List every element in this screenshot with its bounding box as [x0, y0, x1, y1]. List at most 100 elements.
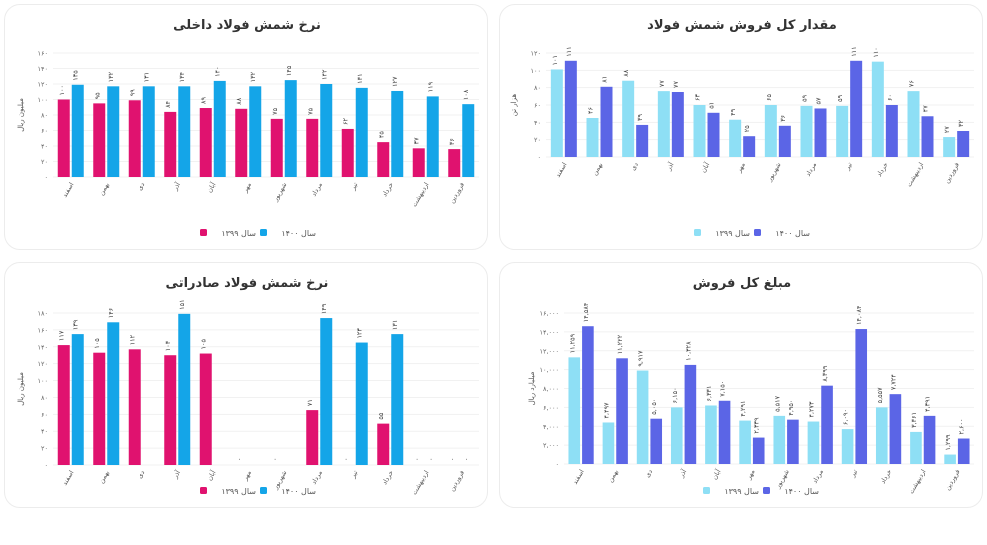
bar-series-1: [377, 424, 389, 465]
y-tick-label: ۲۰: [41, 445, 48, 453]
bar-series-2: [672, 92, 684, 157]
bar-series-2: [753, 438, 765, 464]
legend-swatch: [200, 487, 207, 494]
y-tick-label: ۱۴۰: [38, 65, 48, 73]
data-label: ۵,۵۵۷: [876, 387, 884, 404]
y-tick-label: ۴۰: [41, 143, 48, 151]
chart-panel-sales-quantity: مقدار کل فروش شمش فولاد ۰ ۲۰ ۴۰ ۶۰ ۸۰ ۱۰۰ ۱۲۰ هز…: [499, 4, 983, 250]
chart-title: نرخ شمش فولاد داخلی: [173, 18, 321, 33]
data-label: ۹,۹۱۷: [637, 350, 645, 367]
data-label: ۱۳۹: [72, 319, 80, 330]
y-tick-label: ۱۰۰: [38, 377, 48, 385]
data-label: ۵۱: [708, 102, 716, 109]
data-label: ۱۲۳: [356, 328, 364, 339]
y-tick-label: ۱۲۰: [38, 81, 48, 89]
y-tick-label: ۸۰: [534, 84, 541, 92]
legend-swatch: [200, 229, 207, 236]
data-label: ۰: [271, 458, 279, 462]
data-label: ۰: [413, 458, 421, 462]
data-label: ۲۷: [943, 126, 951, 133]
bar-series-1: [658, 91, 670, 157]
bar-series-2: [957, 131, 969, 157]
chart-panel-export-price: نرخ شمش فولاد صادراتی ۰ ۲۰ ۴۰ ۶۰ ۸۰ ۱۰۰ ۱۲۰ ۱۴۰ ۱…: [4, 262, 488, 508]
data-label: ۱۱۲: [129, 334, 137, 345]
data-label: ۱۳۲: [107, 71, 115, 82]
data-label: ۱,۲۹۹: [944, 434, 952, 451]
bar-series-1: [910, 432, 922, 464]
data-label: ۰: [342, 458, 350, 462]
data-label: ۷۷: [672, 81, 680, 88]
bar-series-2: [886, 105, 898, 157]
data-label: ۸۴: [164, 100, 172, 107]
x-category-label: تیر: [348, 469, 359, 480]
bar-series-2: [922, 116, 934, 157]
chart-panel-total-sales-amount: مبلغ کل فروش ۰ ۲,۰۰۰ ۴,۰۰۰ ۶,۰۰۰ ۸,۰۰۰ ۱۰,۰۰۰ ۱…: [499, 262, 983, 508]
bar-series-2: [719, 401, 731, 464]
data-label: ۱۴,۰۸۴: [855, 305, 863, 325]
data-label: ۱۰۵: [93, 338, 101, 349]
data-label: ۷۱: [306, 399, 314, 406]
y-tick-label: ۱۶۰: [38, 326, 48, 334]
bar-series-2: [787, 420, 799, 464]
bar-series-1: [200, 108, 212, 177]
bar-series-2: [850, 61, 862, 157]
data-label: ۷,۱۵۰: [719, 381, 727, 397]
x-category-label: مرداد: [804, 161, 818, 178]
data-label: ۱۳۲: [249, 71, 257, 82]
y-axis-label: هزار تن: [510, 94, 518, 117]
chart-title: مبلغ کل فروش: [693, 276, 791, 291]
data-label: ۴,۲۹۱: [739, 401, 747, 417]
data-label: ۲۵: [743, 125, 751, 132]
x-category-label: آبان: [710, 466, 724, 481]
y-tick-label: ۲۰: [41, 158, 48, 166]
data-label: ۱۴۹: [320, 303, 328, 314]
data-label: ۱۴۶: [107, 308, 115, 318]
bar-series-1: [943, 137, 955, 157]
x-category-label: اردیبهشت: [907, 468, 927, 495]
data-label: ۷۵: [271, 107, 279, 114]
y-tick-label: ۱۴,۰۰۰: [539, 328, 559, 336]
bar-series-1: [765, 105, 777, 157]
bar-series-1: [164, 355, 176, 465]
y-tick-label: ۱۶۰: [38, 50, 48, 58]
data-label: ۵,۰۵۰: [650, 399, 658, 415]
bar-series-1: [164, 112, 176, 177]
y-axis-label: میلیون ریال: [17, 98, 25, 132]
y-tick-label: ۰: [538, 154, 542, 162]
data-label: ۶,۰۹۰: [842, 409, 850, 425]
x-category-label: آبان: [205, 467, 219, 482]
data-label: ۶۵: [765, 94, 773, 101]
data-label: ۱۵۱: [178, 299, 186, 309]
x-category-label: مهر: [241, 469, 253, 483]
bar-series-2: [214, 81, 226, 177]
data-label: ۱۴,۵۸۴: [582, 302, 590, 322]
x-category-label: اسفند: [61, 181, 76, 199]
y-tick-label: ۶۰: [534, 102, 541, 110]
legend-swatch: [260, 487, 267, 494]
bar-series-2: [743, 136, 755, 157]
data-label: ۱۳۵: [72, 70, 80, 81]
bar-series-1: [842, 429, 854, 464]
x-category-label: مهر: [241, 181, 253, 195]
data-label: ۶,۳۳۱: [705, 385, 713, 401]
data-label: ۴۵: [377, 131, 385, 138]
bar-series-2: [72, 334, 84, 465]
y-tick-label: ۸۰: [41, 112, 48, 120]
bar-series-1: [729, 120, 741, 157]
export-price-chart: نرخ شمش فولاد صادراتی ۰ ۲۰ ۴۰ ۶۰ ۸۰ ۱۰۰ ۱۲۰ ۱۴۰ ۱…: [5, 263, 489, 509]
data-label: ۵۷: [815, 97, 823, 104]
legend-swatch: [754, 229, 761, 236]
bar-series-1: [58, 345, 70, 465]
legend-swatch: [703, 487, 710, 494]
bar-series-2: [143, 86, 155, 177]
x-category-label: آذر: [676, 466, 689, 479]
bar-series-1: [235, 109, 247, 177]
x-category-label: خرداد: [380, 181, 395, 198]
bar-series-2: [320, 84, 332, 177]
y-tick-label: ۴۰: [41, 428, 48, 436]
bar-series-2: [356, 88, 368, 177]
bar-series-2: [427, 96, 439, 177]
data-label: ۸۱: [601, 76, 609, 83]
domestic-price-chart: نرخ شمش فولاد داخلی ۰ ۲۰ ۴۰ ۶۰ ۸۰ ۱۰۰ ۱۲۰ ۱۴۰ ۱۶۰…: [5, 5, 489, 251]
data-label: ۱۳۱: [391, 320, 399, 330]
